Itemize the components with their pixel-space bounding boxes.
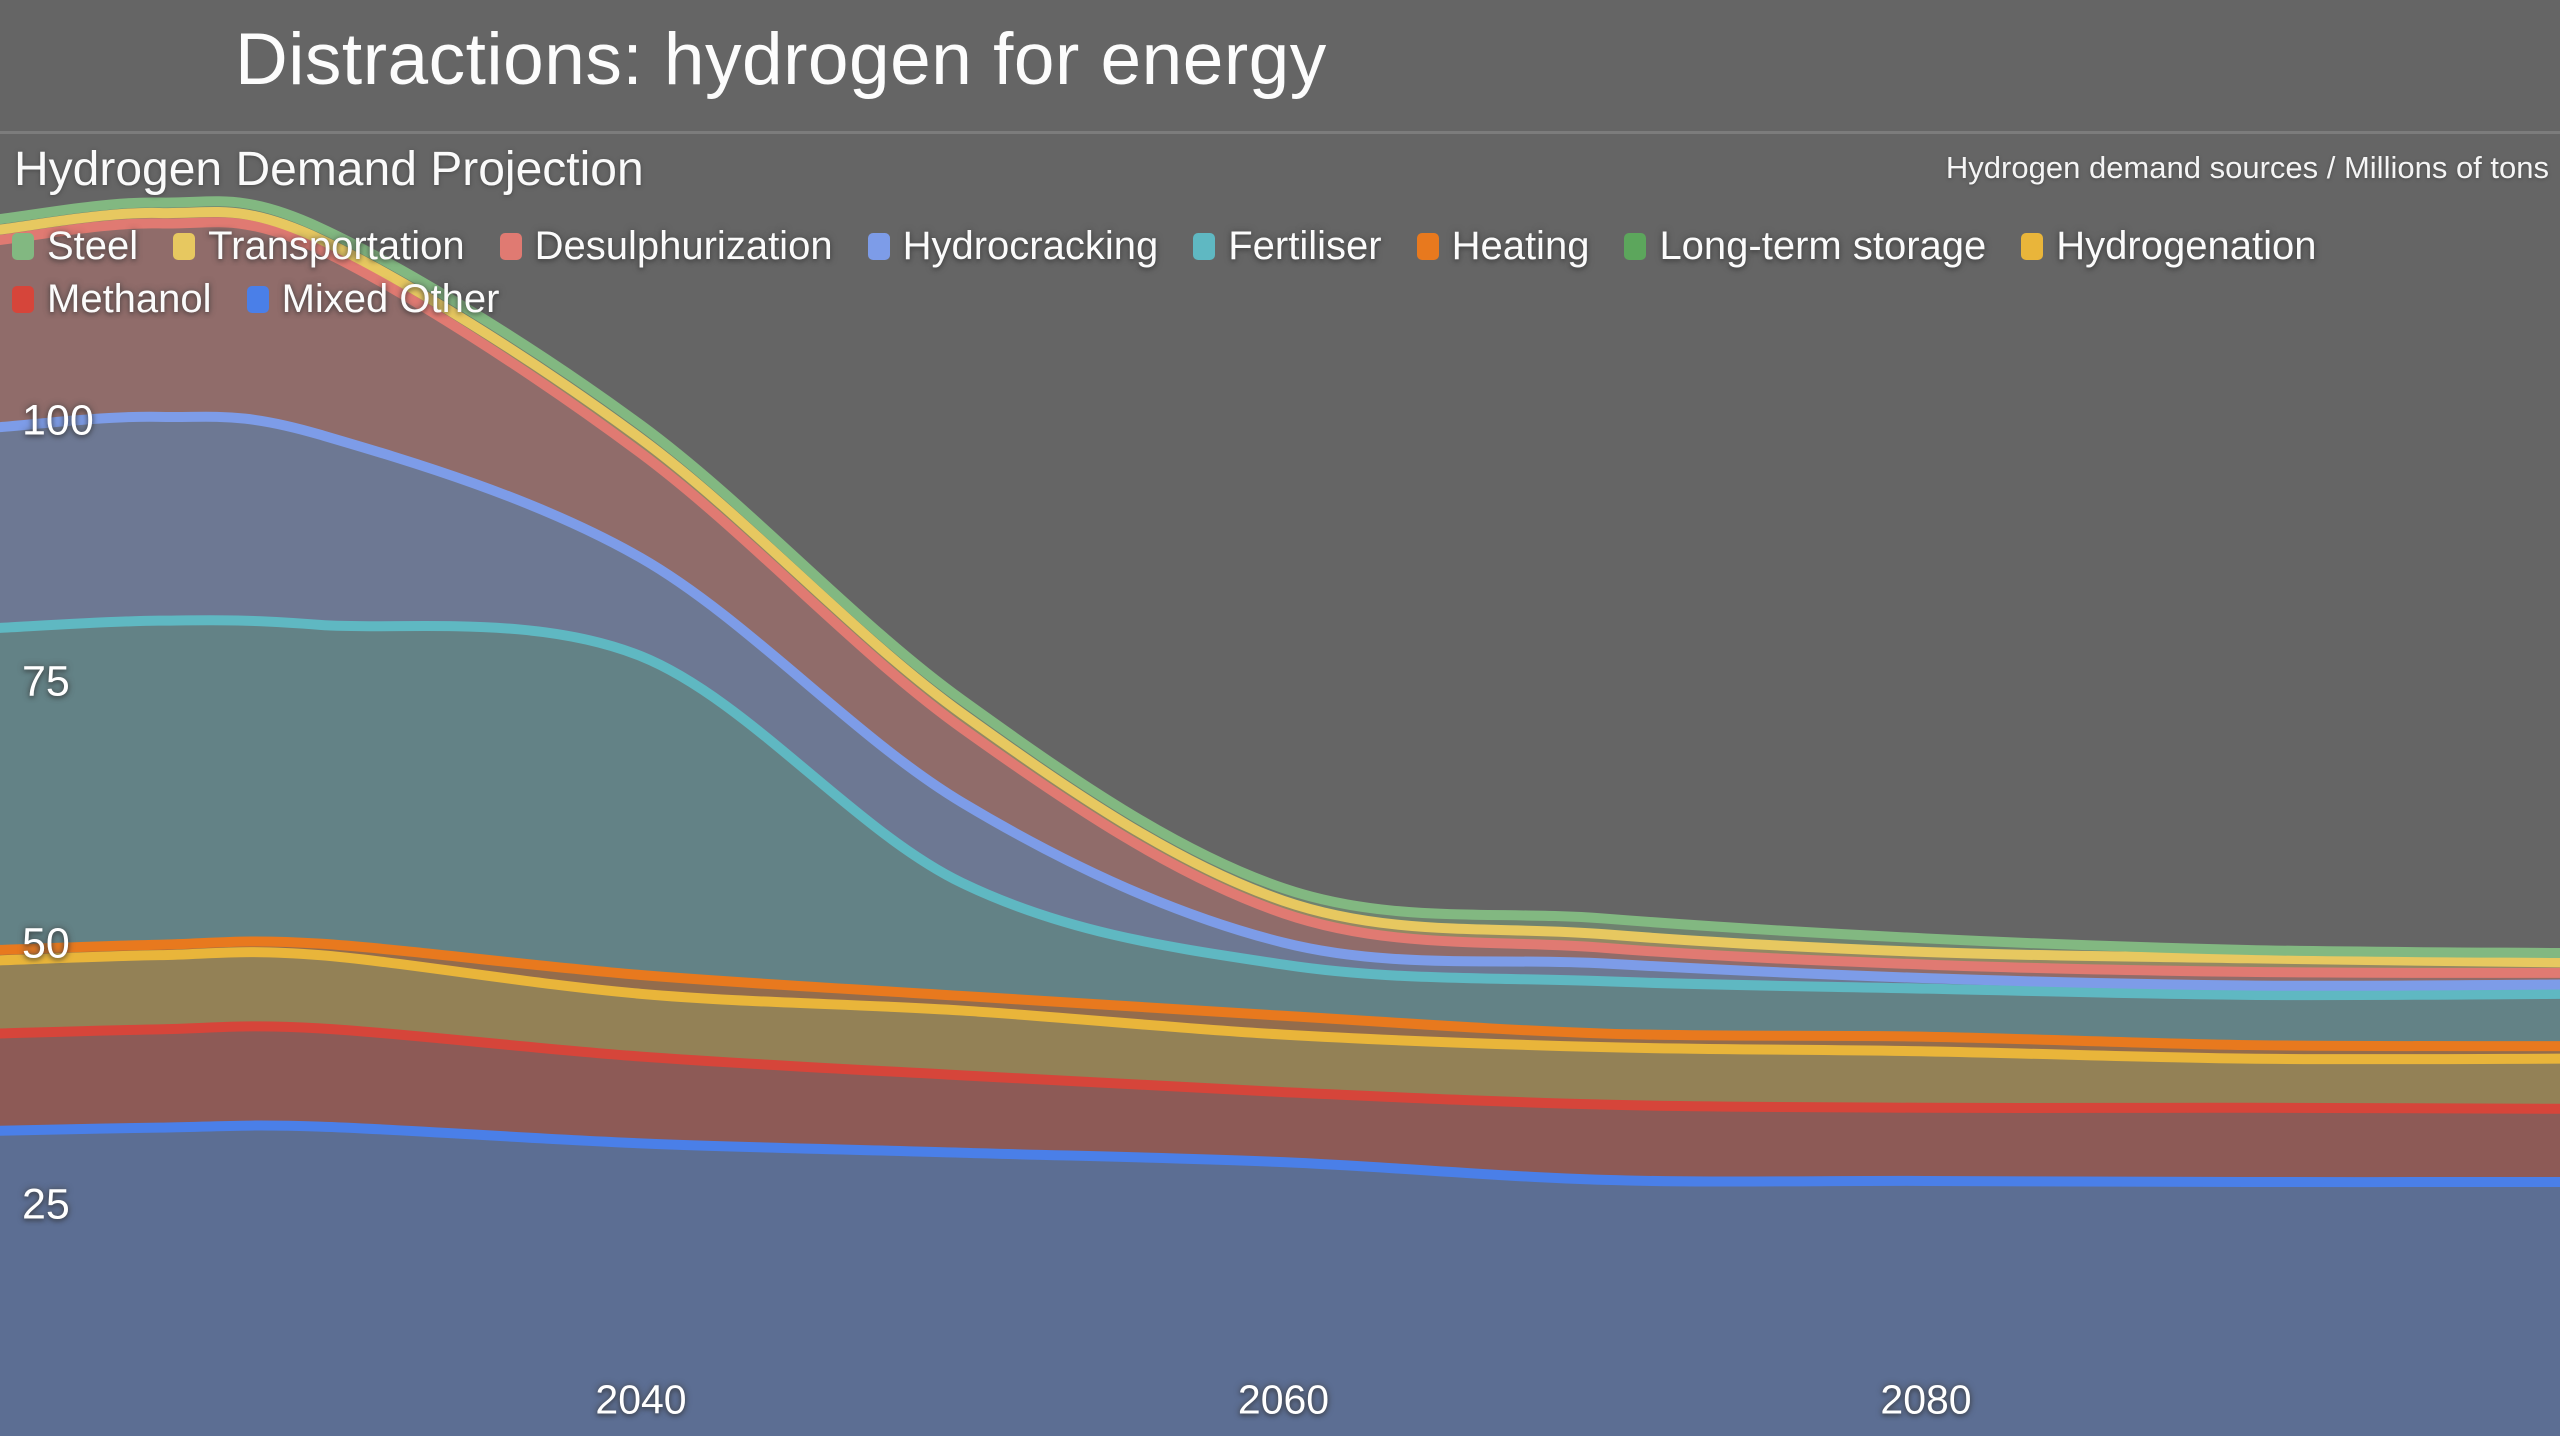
legend-item-desulphurization: Desulphurization <box>499 224 833 269</box>
legend-item-methanol: Methanol <box>12 277 212 322</box>
legend-label: Heating <box>1451 224 1590 268</box>
legend-item-long-term-storage: Long-term storage <box>1624 224 1986 269</box>
legend-item-hydrogenation: Hydrogenation <box>2021 224 2316 269</box>
legend-swatch-icon <box>173 233 196 260</box>
x-axis-label: 2060 <box>1237 1376 1330 1423</box>
line-hydrogenation <box>0 947 2560 1065</box>
legend-label: Hydrocracking <box>902 224 1159 268</box>
y-axis-label: 50 <box>22 919 70 968</box>
line-steel <box>0 196 2560 959</box>
chart-legend: Steel Transportation Desulphurization Hydro… <box>12 220 2351 326</box>
legend-swatch-icon <box>1624 233 1647 260</box>
legend-row: Methanol Mixed Other <box>12 273 2351 326</box>
header-divider <box>0 131 2560 134</box>
legend-item-hydrocracking: Hydrocracking <box>867 224 1159 269</box>
y-axis-label: 100 <box>22 396 94 445</box>
legend-item-steel: Steel <box>12 224 138 269</box>
legend-item-transportation: Transportation <box>173 224 465 269</box>
legend-label: Transportation <box>208 224 465 268</box>
legend-swatch-icon <box>499 233 522 260</box>
legend-swatch-icon <box>12 233 34 260</box>
line-hydrocracking <box>0 411 2560 991</box>
line-transportation <box>0 207 2560 968</box>
chart-title: Hydrogen Demand Projection <box>14 143 644 196</box>
legend-item-mixed-other: Mixed Other <box>246 277 500 322</box>
line-fertiliser <box>0 615 2560 1001</box>
legend-swatch-icon <box>1416 233 1439 260</box>
legend-row: Steel Transportation Desulphurization Hydro… <box>12 220 2351 273</box>
y-axis-label: 25 <box>22 1180 70 1229</box>
legend-label: Desulphurization <box>534 224 833 268</box>
legend-label: Methanol <box>47 277 212 321</box>
line-heating <box>0 936 2560 1052</box>
axis-units-label: Hydrogen demand sources / Millions of to… <box>1945 150 2549 185</box>
legend-swatch-icon <box>867 233 890 260</box>
y-axis-label: 75 <box>22 657 70 706</box>
legend-label: Steel <box>47 224 139 268</box>
legend-item-heating: Heating <box>1416 224 1590 269</box>
legend-swatch-icon <box>246 286 269 313</box>
legend-label: Mixed Other <box>281 277 500 321</box>
legend-swatch-icon <box>2021 233 2044 260</box>
x-axis-label: 2040 <box>595 1376 687 1423</box>
legend-swatch-icon <box>1193 233 1216 260</box>
line-desulphurization <box>0 217 2560 978</box>
legend-item-fertiliser: Fertiliser <box>1193 224 1382 269</box>
line-methanol <box>0 1021 2560 1114</box>
slide-title: Distractions: hydrogen for energy <box>235 19 1327 100</box>
legend-label: Long-term storage <box>1659 224 1987 268</box>
legend-label: Hydrogenation <box>2056 224 2317 268</box>
legend-swatch-icon <box>12 286 34 313</box>
area-mixed-other <box>0 1125 2560 1436</box>
legend-label: Fertiliser <box>1228 224 1382 268</box>
x-axis-label: 2080 <box>1880 1376 1972 1423</box>
line-mixed-other <box>0 1120 2560 1188</box>
